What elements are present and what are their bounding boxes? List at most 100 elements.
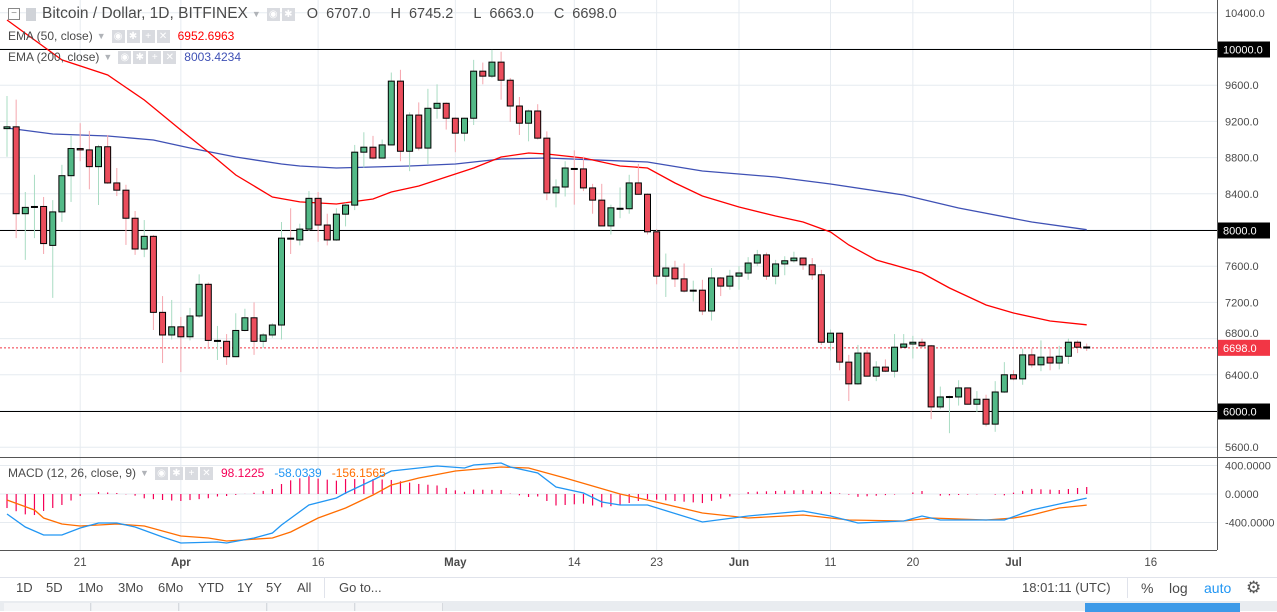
bottom-panel-tabs [0,601,1277,612]
candle-body [744,262,752,274]
candle-body [964,387,972,405]
symbol-title[interactable]: Bitcoin / Dollar, 1D, BITFINEX [42,5,248,22]
eye-icon[interactable]: ◉ [111,29,125,43]
candle [799,257,807,270]
candle-body [982,398,990,425]
candle [589,183,597,214]
candle-body [625,182,633,210]
range-all-button[interactable]: All [297,580,312,595]
price-axis-label: 9600.0 [1225,80,1259,92]
percent-toggle[interactable]: % [1141,580,1154,596]
panel-tab[interactable] [92,603,179,611]
candle [223,334,231,365]
candle-body [991,391,999,425]
close-icon[interactable]: ✕ [199,466,213,480]
flag-icon[interactable] [26,7,36,21]
candle-body [113,182,121,191]
range-6mo-button[interactable]: 6Mo [158,580,184,595]
range-ytd-button[interactable]: YTD [198,580,224,595]
go-to-button[interactable]: Go to... [339,580,382,595]
candle [360,132,368,168]
candle [342,202,350,227]
panel-action-button[interactable] [1085,603,1240,612]
candle [314,191,322,242]
candle-body [1000,374,1008,393]
price-axis-label: 6800.0 [1225,328,1259,340]
candle-body [872,366,880,377]
candle [76,123,84,162]
candle-body [415,114,423,149]
settings-gear-icon[interactable]: ⚙ [1246,578,1262,597]
candle [891,334,899,378]
eye-icon[interactable]: ◉ [154,466,168,480]
candle-body [1083,346,1091,349]
panel-tab[interactable] [356,603,443,611]
candle [1074,340,1082,354]
gear-icon[interactable]: ✱ [169,466,183,480]
candle [287,208,295,254]
candle-body [232,329,240,358]
candle [95,144,102,206]
ema-200-label[interactable]: EMA (200, close) [8,50,100,64]
gear-icon[interactable]: ✱ [133,50,147,64]
candle-body [104,146,112,184]
collapse-icon[interactable]: − [8,8,20,20]
axes[interactable]: 10400.0 9600.0 9200.0 8800.0 8400.0 7600.0 720… [0,0,1277,578]
close-icon[interactable]: ✕ [156,29,170,43]
macd-label[interactable]: MACD (12, 26, close, 9) [8,466,137,480]
symbol-legend: − Bitcoin / Dollar, 1D, BITFINEX ▼ ◉ ✱ O… [8,5,633,23]
price-axis-label: 10400.0 [1225,8,1265,20]
candle [607,204,615,235]
plus-icon[interactable]: + [141,29,155,43]
range-1mo-button[interactable]: 1Mo [78,580,104,595]
chevron-down-icon[interactable]: ▼ [96,31,106,41]
candle [3,96,11,157]
close-icon[interactable]: ✕ [163,50,177,64]
panel-tab[interactable] [4,603,91,611]
range-3mo-button[interactable]: 3Mo [118,580,144,595]
range-1y-button[interactable]: 1Y [237,580,253,595]
gear-icon[interactable]: ✱ [126,29,140,43]
close-label: C [553,6,565,22]
panel-tab[interactable] [180,603,267,611]
chevron-down-icon[interactable]: ▼ [251,9,261,19]
candle-body [506,79,514,107]
candle [671,260,679,288]
ema-50-label[interactable]: EMA (50, close) [8,29,93,43]
plus-icon[interactable]: + [184,466,198,480]
price-axis-label: 9200.0 [1225,116,1259,128]
candle [579,156,587,192]
horizontal-lines[interactable] [0,49,1217,412]
eye-icon[interactable]: ◉ [118,50,132,64]
candle-body [1046,356,1054,364]
toolbar-divider [324,578,325,598]
chevron-down-icon[interactable]: ▼ [140,468,149,478]
candle [195,274,203,318]
candle [1064,338,1072,364]
candle [433,84,441,119]
range-5y-button[interactable]: 5Y [266,580,282,595]
candle [945,395,953,434]
range-5d-button[interactable]: 5D [46,580,63,595]
candle [1000,362,1008,393]
chevron-down-icon[interactable]: ▼ [103,52,113,62]
gear-icon[interactable]: ✱ [281,7,295,21]
candle-body [149,235,157,313]
candle [570,150,578,205]
auto-toggle[interactable]: auto [1204,580,1232,596]
log-toggle[interactable]: log [1169,580,1188,596]
candle [863,350,871,377]
panel-tab[interactable] [268,603,355,611]
horizontal-line-price-label: 10000.0 [1223,45,1263,57]
candle [1083,343,1091,351]
candle [159,296,167,364]
candle [232,313,240,358]
plus-icon[interactable]: + [148,50,162,64]
clock[interactable]: 18:01:11 (UTC) [1022,580,1111,595]
candle [497,51,505,100]
candle-body [534,110,542,139]
range-1d-button[interactable]: 1D [16,580,33,595]
candle [1028,348,1036,368]
eye-icon[interactable]: ◉ [266,7,280,21]
